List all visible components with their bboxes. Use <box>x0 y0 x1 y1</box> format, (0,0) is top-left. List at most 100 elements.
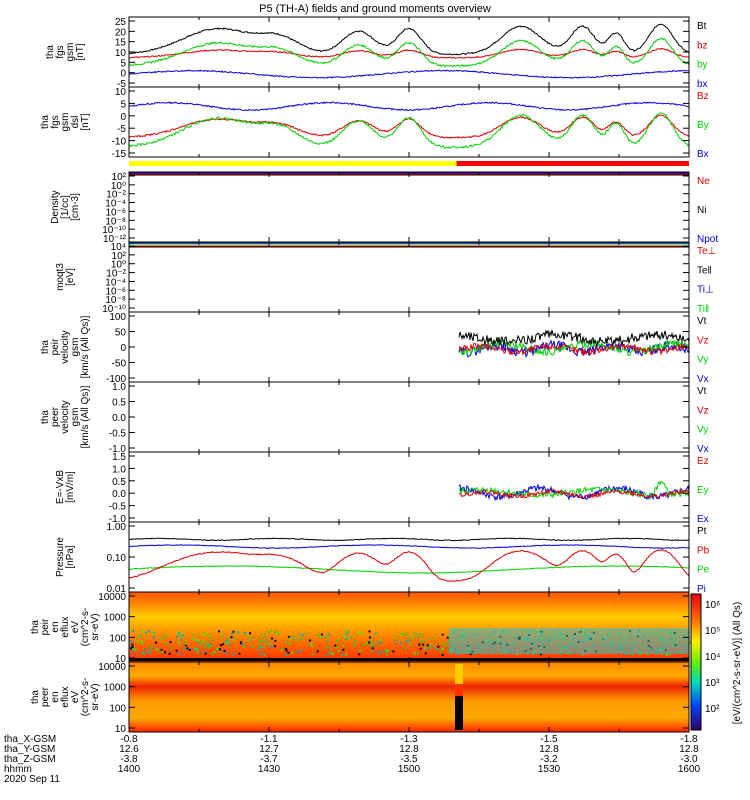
panel-1-ylabel: gsm <box>60 113 71 132</box>
spectrogram-peir-pixel <box>223 649 226 652</box>
spectrogram-peir-pixel <box>666 653 669 656</box>
spectrogram-peir-pixel <box>202 633 205 636</box>
spectrogram-peir-pixel <box>287 635 290 638</box>
series-pi-group <box>128 544 689 549</box>
legend-vt: Vt <box>697 316 707 327</box>
legend-ey: Ey <box>697 485 709 496</box>
panel-1-ylabel: dsl <box>70 116 81 129</box>
spectrogram-peir-pixel <box>287 651 290 654</box>
panel-0-ytick-label: 15 <box>115 38 127 49</box>
spectrogram-peir-pixel <box>222 643 225 646</box>
spectrogram-peir-pixel <box>285 641 288 644</box>
spectrogram-peir-pixel <box>185 642 188 645</box>
spectrogram-peir-pixel <box>148 630 151 633</box>
panel-9-ylabel: eV <box>70 691 81 704</box>
panel-1-ytick-label: 10 <box>115 87 127 98</box>
series-bx-dsl <box>128 101 690 112</box>
spectrogram-peir-pixel <box>154 647 157 650</box>
spectrogram-peir-pixel <box>368 636 371 639</box>
spectrogram-peir-pixel <box>325 646 328 649</box>
spectrogram-peir-pixel <box>137 636 140 639</box>
panel-0-ytick-label: 10 <box>115 48 127 59</box>
spectrogram-peir-pixel <box>434 636 437 639</box>
series-by-group <box>128 37 690 68</box>
series-bz-group <box>128 47 690 59</box>
spectrogram-peir-pixel <box>375 643 378 646</box>
spectrogram-peir-pixel <box>271 637 274 640</box>
panel-4-ytick-label: 100 <box>109 312 126 323</box>
panel-9-ylabel: sr-eV) <box>90 683 101 710</box>
panel-8-ytick-label: 10000 <box>98 592 126 603</box>
spectrogram-peir-pixel <box>141 651 144 654</box>
panel-8-ytick-label: 1000 <box>104 613 127 624</box>
spectrogram-peir-pixel <box>208 644 211 647</box>
spectrogram-peir-pixel <box>196 648 199 651</box>
spectrogram-peir-pixel <box>129 645 132 648</box>
spectrogram-peir-pixel <box>329 651 332 654</box>
spectrogram-peir-pixel <box>144 648 147 651</box>
spectrogram-peir-pixel <box>342 648 345 651</box>
spectrogram-peir-pixel <box>399 633 402 636</box>
spectrogram-peir-pixel <box>422 643 425 646</box>
spectrogram-peir-pixel <box>285 653 288 656</box>
spectrogram-peir-pixel <box>193 635 196 638</box>
spectrogram-peir-pixel <box>441 653 444 656</box>
spectrogram-peir-pixel <box>249 632 252 635</box>
spectrogram-peir-pixel <box>368 641 371 644</box>
spectrogram-peir-pixel <box>208 635 211 638</box>
panel-4-ytick-label: 50 <box>115 328 127 339</box>
mode-bar-fast <box>456 161 689 166</box>
panel-2-ytick-label: 10⁻⁸ <box>105 216 126 227</box>
series-pe <box>128 565 690 574</box>
series-vz <box>458 342 690 357</box>
spectrogram-peir-pixel <box>371 647 374 650</box>
panel-8-ylabel: tha <box>30 620 41 634</box>
spectrogram-peir-pixel <box>148 649 151 652</box>
panel-8-ylabel: en <box>50 621 61 632</box>
spectrogram-peir-pixel <box>232 653 235 656</box>
panel-5-ytick-label: 0.0 <box>112 413 126 424</box>
panel-9-ytick-label: 100 <box>109 703 126 714</box>
series-by <box>128 37 690 68</box>
legend-bz: bz <box>697 40 708 51</box>
series-bt-group <box>128 23 690 56</box>
panel-5-ylabel: peer <box>50 406 61 427</box>
spectrogram-peir-pixel <box>263 632 266 635</box>
panel-2-ytick-label: 10⁰ <box>111 181 126 192</box>
spectrogram-peir-pixel <box>337 649 340 652</box>
spectrogram-peir-pixel <box>196 639 199 642</box>
panel-2-ytick-label: 10² <box>112 172 127 183</box>
spectrogram-peir-pixel <box>350 635 353 638</box>
spectrogram-peir-pixel <box>407 640 410 643</box>
panel-8-ytick-label: 100 <box>109 633 126 644</box>
spectrogram-peir-pixel <box>197 639 200 642</box>
spectrogram-peir-pixel <box>261 635 264 638</box>
ephemeris-y-value: 12.6 <box>119 744 139 755</box>
panel-9-ylabel: en <box>50 691 61 702</box>
ephemeris-label: tha_Z-GSM <box>4 754 56 765</box>
spectrogram-peir-pixel <box>539 653 542 656</box>
spectrogram-peir-pixel <box>259 646 262 649</box>
spectrogram-peir-pixel <box>413 652 416 655</box>
spectrogram-peir-pixel <box>296 650 299 653</box>
panel-0-ylabel: fgs <box>55 45 66 58</box>
ephemeris-z-value: -3.2 <box>540 754 558 765</box>
spectrogram-peir-pixel <box>186 647 189 650</box>
colorbar-tick-label: 10² <box>705 704 720 715</box>
spectrogram-peir-pixel <box>269 642 272 645</box>
spectrogram-peir-pixel <box>342 644 345 647</box>
legend-bt: Bt <box>697 21 707 32</box>
spectrogram-peir-pixel <box>238 652 241 655</box>
spectrogram-peir-pixel <box>308 639 311 642</box>
spectrogram-peir-pixel <box>273 645 276 648</box>
spectrogram-peir-pixel <box>213 651 216 654</box>
spectrogram-peir-pixel <box>259 652 262 655</box>
spectrogram-peir-pixel <box>446 636 449 639</box>
panel-5-ytick-label: 0.5 <box>112 398 126 409</box>
spectrogram-peir-pixel <box>441 647 444 650</box>
colorbar-tick-label: 10⁵ <box>705 626 720 637</box>
ephemeris-z-value: -3.7 <box>260 754 278 765</box>
ephemeris-z-value: -3.8 <box>120 754 138 765</box>
spectrogram-peir-pixel <box>285 649 288 652</box>
spectrogram-peir-pixel <box>437 645 440 648</box>
